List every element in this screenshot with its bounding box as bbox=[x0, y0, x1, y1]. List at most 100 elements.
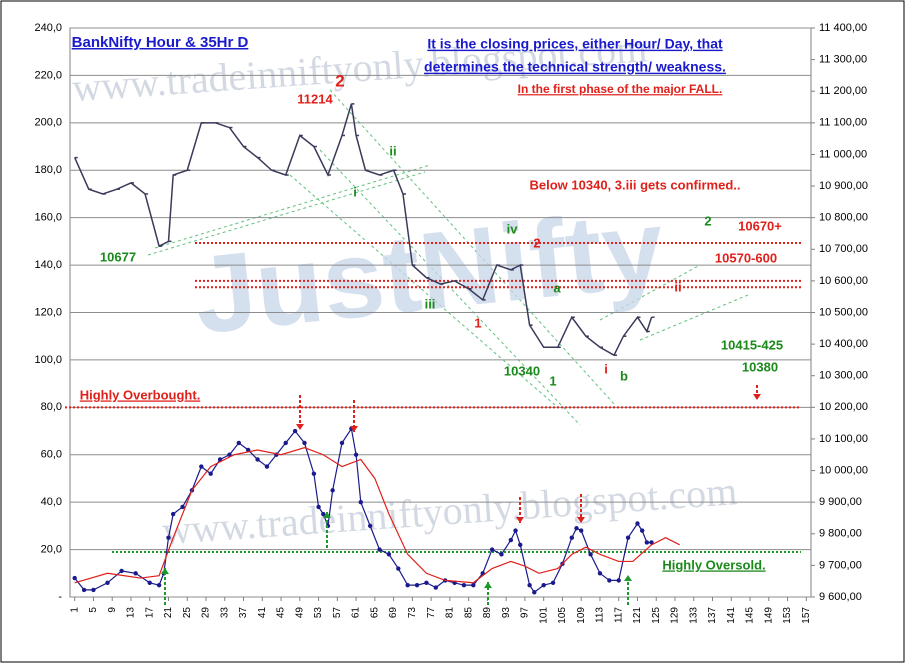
point bbox=[527, 582, 532, 588]
annotation: i bbox=[353, 184, 357, 199]
x-tick-label: 17 bbox=[144, 607, 155, 619]
y2-tick-label: 10 600,00 bbox=[819, 275, 868, 287]
annotation: 1 bbox=[474, 315, 481, 330]
y2-tick-label: 9 900,00 bbox=[819, 496, 862, 508]
point bbox=[508, 537, 514, 543]
x-tick-label: 125 bbox=[651, 607, 662, 624]
point bbox=[433, 585, 439, 590]
x-tick-label: 37 bbox=[238, 607, 249, 619]
point bbox=[358, 499, 363, 505]
point bbox=[339, 440, 345, 446]
x-tick-label: 73 bbox=[407, 607, 418, 619]
point bbox=[499, 552, 504, 557]
y2-tick-label: 9 800,00 bbox=[819, 528, 862, 540]
annotation: Highly Overbought. bbox=[80, 387, 201, 402]
y-tick-label: 120,0 bbox=[34, 306, 62, 318]
y-tick-label: 20,0 bbox=[41, 543, 62, 555]
arrow-head bbox=[484, 582, 492, 588]
annotation: iv bbox=[507, 221, 519, 236]
point bbox=[574, 526, 579, 531]
x-tick-label: 61 bbox=[351, 607, 362, 619]
annotation: i bbox=[604, 361, 608, 376]
point bbox=[386, 552, 392, 557]
point bbox=[321, 511, 326, 517]
x-tick-label: 77 bbox=[426, 607, 437, 619]
x-tick-label: 45 bbox=[276, 607, 287, 619]
point bbox=[644, 540, 650, 545]
point bbox=[607, 578, 612, 583]
annotation: 10415-425 bbox=[721, 337, 783, 352]
annotation: In the first phase of the major FALL. bbox=[518, 82, 723, 96]
point bbox=[316, 504, 321, 510]
point bbox=[119, 568, 124, 574]
point bbox=[208, 471, 213, 476]
point bbox=[105, 580, 110, 585]
y-tick-label: 60,0 bbox=[41, 449, 62, 461]
point bbox=[302, 440, 307, 446]
series-line bbox=[74, 447, 680, 584]
x-tick-label: 109 bbox=[576, 607, 587, 624]
y2-tick-label: 11 100,00 bbox=[819, 117, 867, 129]
annotation: a bbox=[553, 280, 561, 295]
y2-tick-label: 10 800,00 bbox=[819, 212, 868, 224]
point bbox=[396, 566, 401, 571]
y2-tick-label: 9 600,00 bbox=[819, 591, 862, 603]
y2-tick-label: 10 500,00 bbox=[819, 306, 868, 318]
point bbox=[330, 488, 335, 493]
point bbox=[199, 464, 204, 469]
point bbox=[405, 582, 410, 588]
x-tick-label: 145 bbox=[745, 607, 756, 624]
annotation: 10570-600 bbox=[715, 250, 777, 265]
point bbox=[180, 504, 185, 510]
x-tick-label: 5 bbox=[88, 607, 99, 613]
x-tick-label: 97 bbox=[520, 607, 531, 619]
y2-tick-label: 10 200,00 bbox=[819, 401, 868, 413]
point bbox=[471, 582, 476, 588]
annotation: 11214 bbox=[297, 91, 333, 106]
point bbox=[147, 580, 152, 585]
y-tick-label: 220,0 bbox=[34, 69, 62, 81]
annotation: Highly Oversold. bbox=[662, 557, 765, 572]
y-tick-label: 40,0 bbox=[41, 496, 62, 508]
x-tick-label: 129 bbox=[670, 607, 681, 624]
annotation: 2 bbox=[533, 235, 540, 250]
annotation: 10380 bbox=[742, 359, 778, 374]
point bbox=[461, 582, 467, 588]
point bbox=[264, 464, 270, 469]
x-tick-label: 9 bbox=[107, 607, 118, 613]
point bbox=[639, 528, 645, 533]
x-tick-label: 117 bbox=[613, 607, 624, 623]
annotation: 1 bbox=[549, 373, 556, 388]
point bbox=[91, 587, 96, 593]
annotation: It is the closing prices, either Hour/ D… bbox=[427, 36, 723, 52]
y-tick-label: 240,0 bbox=[34, 22, 62, 34]
point bbox=[367, 523, 373, 529]
annotation: 10677 bbox=[100, 249, 136, 264]
x-tick-label: 113 bbox=[595, 607, 606, 623]
point bbox=[377, 547, 382, 552]
channels bbox=[147, 89, 749, 426]
arrow-head bbox=[323, 512, 331, 518]
point bbox=[353, 452, 359, 457]
point bbox=[166, 535, 171, 540]
point bbox=[133, 571, 138, 576]
y2-tick-label: 10 700,00 bbox=[819, 243, 868, 255]
y2-tick-label: 10 100,00 bbox=[819, 433, 868, 445]
point bbox=[513, 528, 518, 533]
y2-tick-label: 10 900,00 bbox=[819, 180, 868, 192]
annotation: ii bbox=[674, 279, 681, 294]
arrow-head bbox=[161, 568, 169, 574]
y2-tick-label: 11 000,00 bbox=[819, 148, 867, 160]
point bbox=[532, 590, 537, 595]
chart-title: BankNifty Hour & 35Hr D bbox=[72, 34, 249, 51]
point bbox=[170, 511, 176, 517]
point bbox=[518, 542, 523, 548]
y-tick-label: 80,0 bbox=[41, 401, 62, 413]
point bbox=[424, 580, 429, 585]
arrow-head bbox=[577, 517, 585, 523]
x-tick-label: 1 bbox=[69, 607, 80, 613]
y2-tick-label: 10 000,00 bbox=[819, 464, 868, 476]
point bbox=[635, 521, 640, 526]
annotation: 10340 bbox=[504, 363, 540, 378]
